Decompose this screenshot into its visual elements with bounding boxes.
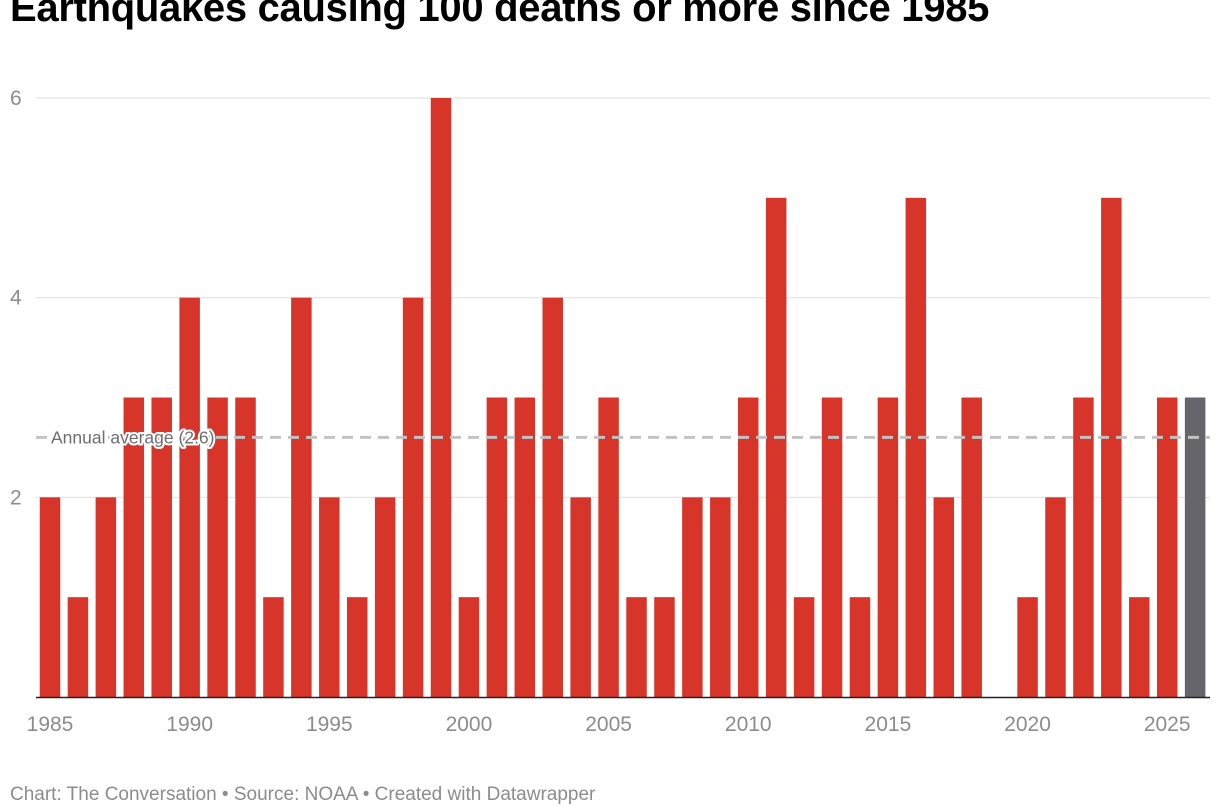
bars: [39, 98, 1206, 698]
bar-1990: [179, 297, 200, 697]
bar-1985: [39, 497, 61, 697]
footer-separator: •: [357, 784, 375, 805]
x-tick-label: 2000: [446, 713, 493, 736]
x-tick-label: 1995: [306, 713, 353, 736]
bar-1998: [402, 297, 424, 697]
x-tick-label: 2025: [1144, 713, 1191, 736]
bar-1991: [207, 397, 228, 697]
bar-2015: [877, 397, 899, 697]
y-tick-label: 2: [10, 486, 22, 509]
bar-chart: 2 4 6 Annual average (2.6) 1985 1990 1995 200…: [10, 87, 1210, 736]
average-label: Annual average (2.6): [51, 427, 214, 447]
bar-1989: [151, 397, 172, 697]
bar-2010: [738, 397, 759, 697]
bar-2014: [849, 597, 871, 697]
x-tick-label: 2020: [1004, 713, 1051, 736]
y-tick-label: 6: [10, 87, 22, 110]
bar-2024: [1129, 597, 1150, 697]
bar-1988: [123, 397, 145, 697]
x-tick-label: 2010: [725, 713, 772, 736]
bar-2006: [626, 597, 647, 697]
bar-1994: [291, 297, 312, 697]
footer-tool: Created with Datawrapper: [374, 784, 596, 805]
bar-1996: [346, 597, 368, 697]
bar-2000: [458, 597, 480, 697]
bar-2002: [514, 397, 536, 697]
bar-2026: [1184, 397, 1206, 697]
bar-2025: [1156, 397, 1178, 697]
bar-2009: [710, 497, 731, 697]
y-axis-ticks: 2 4 6: [10, 87, 22, 509]
bar-2017: [933, 497, 955, 697]
bar-2013: [821, 397, 843, 697]
x-tick-label: 1985: [27, 713, 74, 736]
bar-1995: [319, 497, 340, 697]
bar-2016: [905, 197, 927, 698]
chart-title: Earthquakes causing 100 deaths or more s…: [10, 0, 990, 30]
chart-footer: Chart: The Conversation • Source: NOAA •…: [10, 784, 595, 806]
bar-2011: [765, 197, 787, 698]
bar-2012: [793, 597, 815, 697]
bar-2001: [486, 397, 508, 697]
bar-2007: [654, 597, 675, 697]
x-tick-label: 2005: [585, 713, 632, 736]
bar-2021: [1045, 497, 1066, 697]
x-tick-label: 2015: [865, 713, 912, 736]
bar-2020: [1017, 597, 1038, 697]
bar-2022: [1073, 397, 1094, 697]
bar-2023: [1101, 197, 1122, 698]
average-annotation: Annual average (2.6): [36, 425, 1210, 449]
footer-credit: Chart: The Conversation: [10, 784, 217, 805]
footer-source: Source: NOAA: [233, 784, 358, 805]
bar-2004: [570, 497, 591, 697]
bar-1993: [263, 597, 284, 697]
bar-1992: [235, 397, 256, 697]
x-tick-label: 1990: [166, 713, 213, 736]
bar-1987: [95, 497, 117, 697]
bar-2003: [542, 297, 563, 697]
x-axis-ticks: 1985 1990 1995 2000 2005 2010 2015 2020 2025: [27, 713, 1191, 736]
bar-2005: [598, 397, 619, 697]
bar-1986: [67, 597, 89, 697]
y-tick-label: 4: [10, 287, 22, 310]
gridlines: [36, 97, 1210, 498]
footer-separator: •: [216, 784, 234, 805]
bar-1999: [430, 98, 452, 697]
bar-2018: [961, 397, 982, 697]
bar-2008: [682, 497, 703, 697]
bar-1997: [374, 497, 396, 697]
